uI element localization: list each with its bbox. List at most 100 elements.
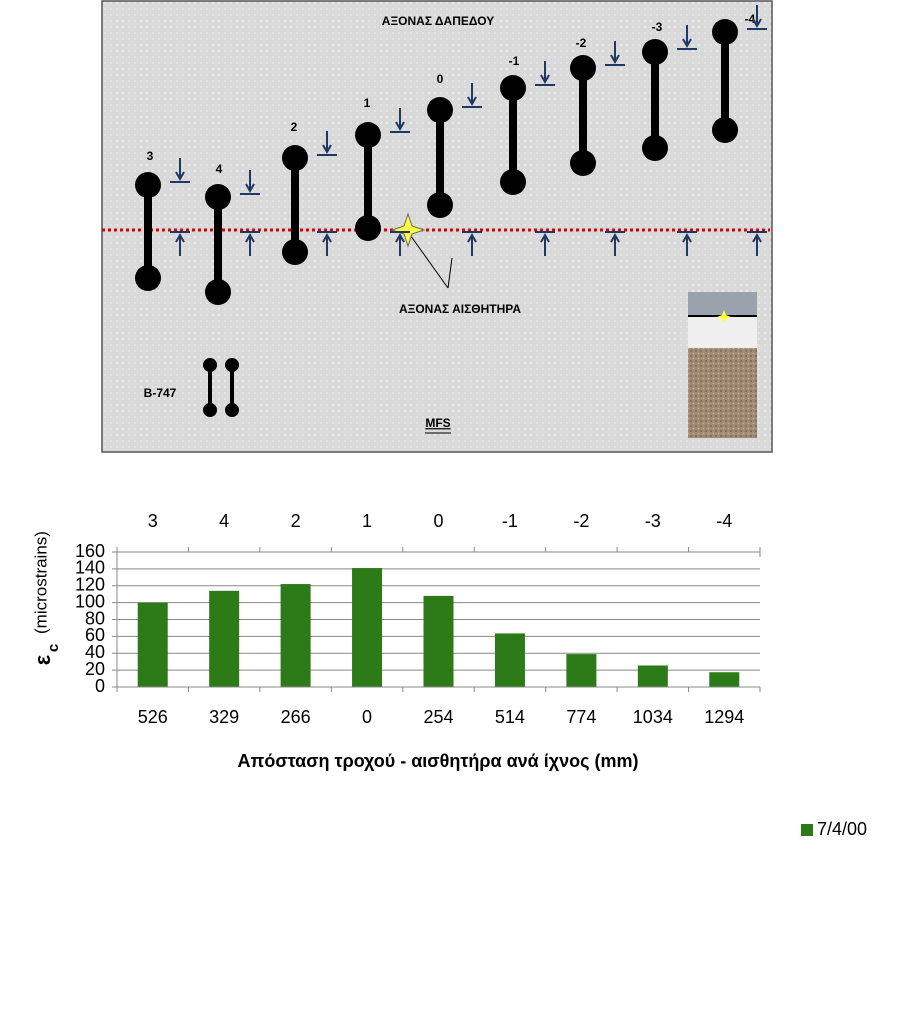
gear-wheel (205, 184, 231, 210)
gear-wheel (712, 117, 738, 143)
gear-wheel (282, 239, 308, 265)
top-x-tick-label: 0 (433, 511, 443, 531)
position-label: 2 (291, 120, 298, 134)
position-label: 0 (437, 72, 444, 86)
y-axis-label: ε c (microstrains) (30, 531, 62, 665)
gear-wheel (642, 135, 668, 161)
y-tick-label: 80 (85, 608, 105, 628)
offset-arrow (175, 232, 185, 256)
gear-icon (712, 19, 738, 143)
pointer-line (407, 231, 449, 289)
y-tick-label: 160 (75, 541, 105, 561)
gear-icon (570, 55, 596, 176)
bar (637, 665, 668, 687)
y-axis-subscript: c (45, 644, 62, 652)
x-tick-label: 329 (209, 707, 239, 727)
y-tick-label: 120 (75, 575, 105, 595)
x-tick-label: 266 (281, 707, 311, 727)
bar (209, 590, 240, 687)
gear-wheel (570, 55, 596, 81)
pavement-section (688, 292, 757, 438)
top-x-tick-label: 4 (219, 511, 229, 531)
y-tick-label: 0 (95, 676, 105, 696)
bar (423, 595, 454, 687)
top-x-tick-label: -2 (573, 511, 589, 531)
offset-arrow (245, 232, 255, 256)
offset-arrow (610, 232, 620, 256)
gear-wheel (135, 172, 161, 198)
gear-wheel (500, 75, 526, 101)
offset-arrow (540, 61, 550, 85)
x-tick-label: 526 (138, 707, 168, 727)
diagram-frame (101, 0, 773, 453)
gear-wheel (570, 150, 596, 176)
offset-arrow (175, 158, 185, 182)
gear-wheel (355, 122, 381, 148)
x-axis-label: Απόσταση τροχού - αισθητήρα ανά ίχνος (m… (238, 751, 639, 771)
y-tick-label: 40 (85, 642, 105, 662)
offset-arrow (395, 108, 405, 132)
top-x-tick-label: -3 (645, 511, 661, 531)
sensor-label: ΑΞΟΝΑΣ ΑΙΣΘΗΤΗΡΑ (399, 302, 521, 316)
offset-arrow (322, 131, 332, 155)
top-x-tick-label: 2 (291, 511, 301, 531)
gear-wheel (427, 192, 453, 218)
y-tick-label: 140 (75, 558, 105, 578)
pointer-line (447, 257, 453, 289)
gear-icon (282, 145, 308, 265)
position-label: -2 (576, 36, 587, 50)
diagram-caption: MFS (425, 416, 450, 430)
layout-diagram: ΑΞΟΝΑΣ ΔΑΠΕΔΟΥ ΑΞΟΝΑΣ ΑΙΣΘΗΤΗΡΑ B-747 MF… (101, 0, 773, 453)
position-label: -1 (509, 54, 520, 68)
gear-icon (642, 39, 668, 161)
gear-wheel (427, 97, 453, 123)
x-tick-label: 1034 (633, 707, 673, 727)
gear-wheel (205, 279, 231, 305)
gear-icon (355, 122, 381, 241)
gear-wheel (355, 215, 381, 241)
offset-arrow (395, 232, 405, 256)
offset-arrow (245, 170, 255, 194)
gear-wheel (500, 169, 526, 195)
top-x-tick-label: -1 (502, 511, 518, 531)
x-tick-label: 774 (566, 707, 596, 727)
offset-arrow (752, 5, 762, 29)
gear-icon (205, 184, 231, 305)
gear-icon (427, 97, 453, 218)
bar (566, 654, 597, 687)
offset-arrow (682, 232, 692, 256)
legend-label: 7/4/00 (817, 819, 867, 839)
top-x-tick-label: 1 (362, 511, 372, 531)
y-axis-symbol: ε (30, 654, 55, 665)
position-label: -4 (745, 12, 756, 26)
x-tick-label: 0 (362, 707, 372, 727)
chart: Απόσταση τροχού - αισθητήρα ανά ίχνος (m… (30, 511, 867, 839)
x-tick-label: 254 (423, 707, 453, 727)
offset-arrow (610, 41, 620, 65)
gear-wheel (282, 145, 308, 171)
y-tick-label: 100 (75, 591, 105, 611)
offset-arrow (752, 232, 762, 256)
position-label: 3 (147, 149, 154, 163)
aircraft-label: B-747 (144, 386, 177, 400)
top-x-tick-label: -4 (716, 511, 732, 531)
gear-wheel (135, 265, 161, 291)
offset-arrow (467, 232, 477, 256)
bar (709, 672, 740, 687)
top-x-tick-label: 3 (148, 511, 158, 531)
gear-wheel (712, 19, 738, 45)
position-label: 1 (364, 96, 371, 110)
position-label: -3 (652, 20, 663, 34)
gear-wheel (642, 39, 668, 65)
sensor-icon (390, 212, 426, 248)
x-tick-label: 514 (495, 707, 525, 727)
y-tick-label: 20 (85, 659, 105, 679)
offset-arrow (540, 232, 550, 256)
bar (137, 602, 168, 687)
legend-swatch (801, 824, 813, 836)
x-tick-label: 1294 (704, 707, 744, 727)
gear-icon (500, 75, 526, 195)
diagram-title: ΑΞΟΝΑΣ ΔΑΠΕΔΟΥ (382, 14, 494, 28)
